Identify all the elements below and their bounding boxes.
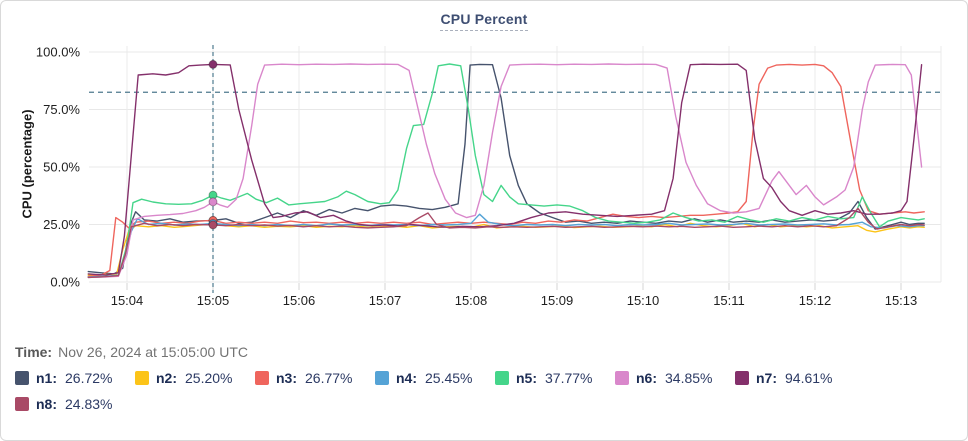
legend-series-name: n5: (516, 370, 537, 386)
legend-series-name: n4: (396, 370, 417, 386)
legend-series-value: 25.20% (185, 370, 233, 386)
series-line-n6 (87, 63, 923, 279)
legend-item-n6[interactable]: n6: 34.85% (615, 370, 735, 386)
series-line-n1 (87, 63, 925, 275)
legend-series-value: 26.77% (305, 370, 353, 386)
legend-series-value: 26.72% (65, 370, 113, 386)
time-value: Nov 26, 2024 at 15:05:00 UTC (58, 344, 248, 360)
legend-series-value: 94.61% (785, 370, 833, 386)
legend-item-n5[interactable]: n5: 37.77% (495, 370, 615, 386)
legend-series-value: 37.77% (545, 370, 593, 386)
plot-area[interactable] (89, 42, 941, 293)
legend-series-name: n7: (756, 370, 777, 386)
legend-swatch-icon (495, 371, 509, 385)
x-tick-label: 15:10 (627, 293, 660, 308)
legend-item-n8[interactable]: n8: 24.83% (15, 396, 135, 412)
legend-item-n4[interactable]: n4: 25.45% (375, 370, 495, 386)
y-tick-label: 0.0% (50, 275, 80, 290)
series-line-n8 (87, 207, 925, 279)
y-tick-label: 25.0% (43, 217, 80, 232)
legend-swatch-icon (615, 371, 629, 385)
y-axis-title: CPU (percentage) (19, 109, 35, 219)
legend-series-name: n6: (636, 370, 657, 386)
x-tick-label: 15:08 (455, 293, 488, 308)
x-tick-label: 15:06 (283, 293, 316, 308)
legend-series-name: n8: (36, 396, 57, 412)
crosshair-marker-n8 (208, 220, 218, 230)
legend-swatch-icon (255, 371, 269, 385)
legend-swatch-icon (15, 371, 29, 385)
cpu-percent-chart[interactable]: 0.0% 25.0% 50.0% 75.0% 100.0% 15:04 15:05 15:06… (1, 1, 968, 331)
legend-series-name: n3: (276, 370, 297, 386)
legend-swatch-icon (735, 371, 749, 385)
x-tick-label: 15:05 (197, 293, 230, 308)
legend-swatch-icon (135, 371, 149, 385)
crosshair-time-readout: Time: Nov 26, 2024 at 15:05:00 UTC (15, 344, 248, 360)
y-tick-label: 100.0% (36, 45, 81, 60)
chart-title[interactable]: CPU Percent (440, 11, 528, 31)
legend-item-n7[interactable]: n7: 94.61% (735, 370, 855, 386)
legend-swatch-icon (375, 371, 389, 385)
x-tick-label: 15:13 (885, 293, 918, 308)
legend-series-value: 25.45% (425, 370, 473, 386)
x-tick-label: 15:12 (799, 293, 832, 308)
crosshair-marker-n7 (208, 59, 218, 69)
legend-series-name: n2: (156, 370, 177, 386)
x-tick-label: 15:09 (541, 293, 574, 308)
legend-item-n2[interactable]: n2: 25.20% (135, 370, 255, 386)
y-tick-label: 50.0% (43, 160, 80, 175)
legend-series-value: 34.85% (665, 370, 713, 386)
legend-series-name: n1: (36, 370, 57, 386)
legend-series-value: 24.83% (65, 396, 113, 412)
legend-item-n3[interactable]: n3: 26.77% (255, 370, 375, 386)
x-tick-label: 15:11 (713, 293, 745, 308)
legend-swatch-icon (15, 397, 29, 411)
time-label: Time: (15, 344, 53, 360)
y-tick-label: 75.0% (43, 102, 80, 117)
legend-item-n1[interactable]: n1: 26.72% (15, 370, 135, 386)
crosshair-marker-n6 (208, 197, 218, 207)
x-tick-label: 15:04 (111, 293, 144, 308)
series-line-n5 (87, 63, 925, 279)
x-tick-label: 15:07 (369, 293, 402, 308)
legend: n1: 26.72% n2: 25.20% n3: 26.77% n4: 25.45% n5: 3… (15, 370, 957, 412)
